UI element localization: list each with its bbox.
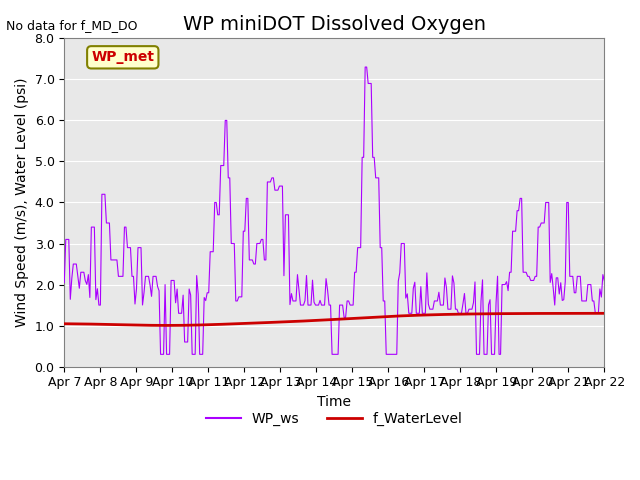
Legend: WP_ws, f_WaterLevel: WP_ws, f_WaterLevel [200,407,468,432]
Text: WP_met: WP_met [92,50,154,64]
X-axis label: Time: Time [317,395,351,409]
Text: No data for f_MD_DO: No data for f_MD_DO [6,19,138,32]
Title: WP miniDOT Dissolved Oxygen: WP miniDOT Dissolved Oxygen [183,15,486,34]
Y-axis label: Wind Speed (m/s), Water Level (psi): Wind Speed (m/s), Water Level (psi) [15,78,29,327]
